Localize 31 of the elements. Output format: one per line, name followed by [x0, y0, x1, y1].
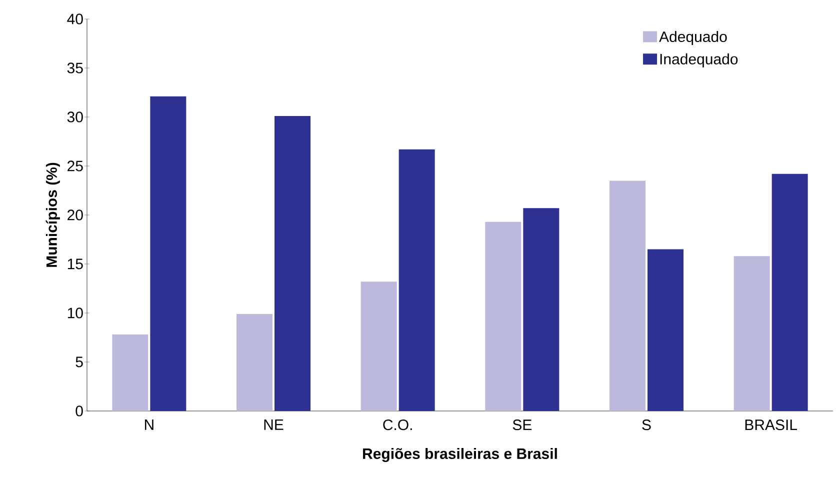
x-tick-label: S	[642, 420, 651, 430]
bar	[398, 149, 435, 411]
x-tick-label: BRASIL	[745, 420, 798, 430]
bar	[485, 222, 522, 411]
y-axis-title: Municípios (%)	[46, 162, 60, 267]
bar	[274, 116, 311, 411]
x-tick-label: N	[144, 420, 154, 430]
bar	[610, 180, 646, 411]
x-tick-label: SE	[512, 420, 532, 430]
x-tick-label: NE	[264, 420, 284, 430]
y-tick-label: 35	[67, 62, 83, 74]
bar	[236, 314, 273, 411]
legend-label: Adequado	[659, 31, 727, 46]
legend-label: Inadequado	[660, 53, 738, 68]
y-tick-label: 15	[68, 258, 83, 270]
bar	[734, 256, 770, 411]
y-tick-label: 30	[67, 112, 83, 122]
y-tick-label: 40	[67, 14, 83, 24]
y-tick-label: 25	[68, 160, 83, 172]
bar	[150, 96, 186, 411]
x-axis-title: Regiões brasileiras e Brasil	[363, 448, 557, 462]
bar	[523, 208, 560, 411]
y-tick-label: 0	[76, 406, 83, 416]
y-tick-label: 20	[68, 210, 83, 220]
bar	[647, 249, 684, 411]
x-tick-label: C.O.	[383, 420, 412, 430]
bar	[112, 334, 148, 411]
y-tick-label: 5	[76, 356, 83, 368]
bar	[772, 174, 808, 411]
bar	[360, 282, 397, 411]
y-tick-label: 10	[68, 308, 83, 318]
